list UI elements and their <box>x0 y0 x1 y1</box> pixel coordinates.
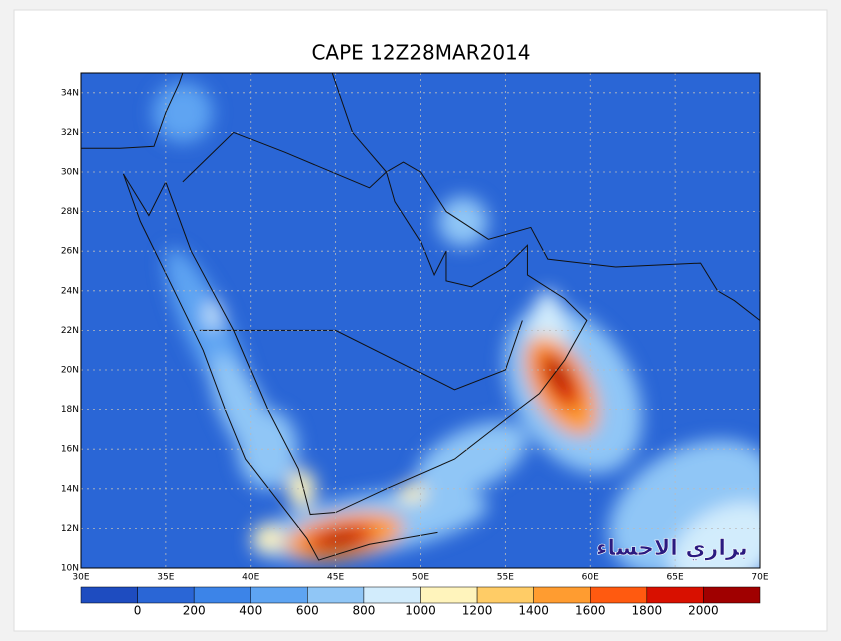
lon-label: 65E <box>667 573 684 583</box>
coastline <box>81 73 184 149</box>
lat-label: 16N <box>61 445 79 455</box>
lat-label: 22N <box>61 326 79 336</box>
colorbar-label: 400 <box>239 604 262 618</box>
lat-label: 18N <box>61 405 79 415</box>
colorbar-box <box>250 586 308 604</box>
coastline <box>165 161 760 516</box>
field-blob <box>437 196 488 247</box>
colorbar-box <box>590 586 648 604</box>
colorbar-box <box>533 586 591 604</box>
lat-label: 28N <box>61 207 79 217</box>
coastline <box>199 320 523 391</box>
colorbar-label: 1600 <box>575 604 606 618</box>
lat-label: 30N <box>61 168 79 178</box>
colorbar-box <box>476 586 534 604</box>
lon-label: 70E <box>751 573 768 583</box>
lat-label: 14N <box>61 484 79 494</box>
field-blob <box>415 421 528 497</box>
lat-label: 24N <box>61 286 79 296</box>
colorbar-label: 0 <box>134 604 142 618</box>
field-blob <box>670 502 760 568</box>
field-blob <box>205 300 222 329</box>
lat-label: 20N <box>61 366 79 376</box>
field-blob <box>321 533 357 547</box>
watermark: براري الاحساء <box>596 536 748 561</box>
colorbar-label: 1400 <box>518 604 549 618</box>
colorbar-box <box>363 586 421 604</box>
lon-label: 40E <box>242 573 259 583</box>
field-blob <box>252 523 283 554</box>
colorbar-box <box>80 586 138 604</box>
map-title: CAPE 12Z28MAR2014 <box>311 41 530 65</box>
field-blob <box>398 482 427 503</box>
colorbar-box <box>646 586 704 604</box>
lon-label: 35E <box>157 573 174 583</box>
colorbar-label: 800 <box>352 604 375 618</box>
field-blob <box>152 82 213 143</box>
lat-label: 32N <box>61 128 79 138</box>
lon-label: 45E <box>327 573 344 583</box>
lon-label: 50E <box>412 573 429 583</box>
lon-label: 55E <box>497 573 514 583</box>
colorbar-label: 2000 <box>688 604 719 618</box>
colorbar-label: 1200 <box>462 604 493 618</box>
colorbar-label: 200 <box>183 604 206 618</box>
colorbar-label: 600 <box>296 604 319 618</box>
colorbar-label: 1800 <box>632 604 663 618</box>
lat-label: 34N <box>61 88 79 98</box>
colorbar-box <box>703 586 761 604</box>
colorbar-box <box>307 586 365 604</box>
map-border <box>80 72 761 569</box>
colorbar-label: 1000 <box>405 604 436 618</box>
lat-label: 12N <box>61 524 79 534</box>
coastline <box>123 173 167 217</box>
colorbar-box <box>137 586 195 604</box>
field-blob <box>287 468 316 509</box>
lon-label: 30E <box>72 573 89 583</box>
colorbar-box <box>193 586 252 604</box>
coastline <box>182 131 387 189</box>
colorbar-box <box>420 586 478 604</box>
lon-label: 60E <box>582 573 599 583</box>
map-field <box>81 73 760 568</box>
lat-label: 10N <box>61 564 79 574</box>
lat-label: 26N <box>61 247 79 257</box>
field-blob <box>549 360 567 388</box>
